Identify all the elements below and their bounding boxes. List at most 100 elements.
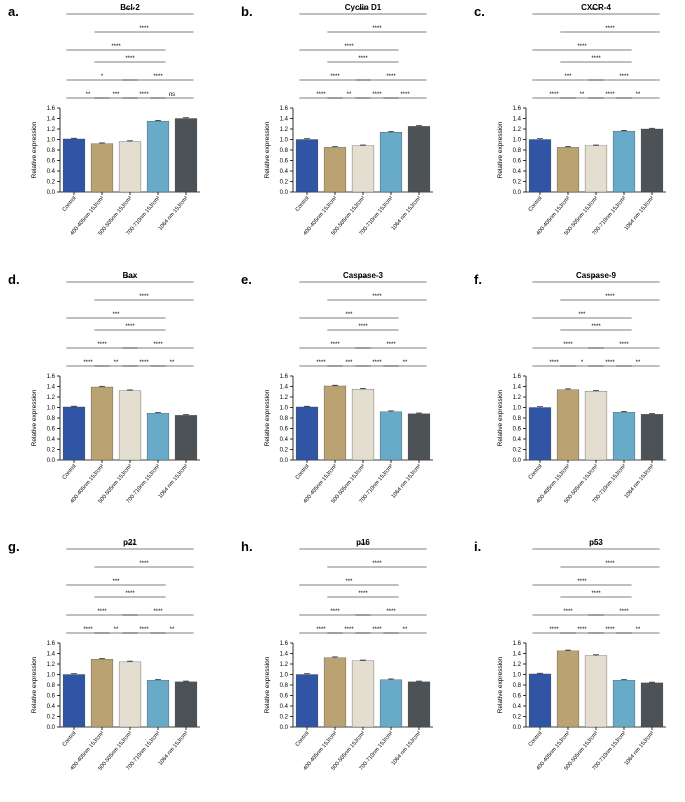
bar-0	[528, 673, 552, 728]
significance-label: ****	[386, 74, 396, 80]
y-tick-label: 0.4	[513, 169, 522, 175]
y-tick-label: 0.0	[513, 725, 522, 731]
significance-label: ****	[153, 342, 163, 348]
y-tick-label: 0.6	[280, 694, 289, 700]
y-tick-label: 0.0	[280, 190, 289, 196]
bar-0	[528, 139, 552, 193]
y-tick-label: 1.6	[513, 374, 522, 380]
bar-4	[174, 118, 198, 193]
chart-panel-1: b. Cyclin D1**** ** **** ******** ***********…	[241, 3, 433, 237]
y-tick-label: 1.4	[280, 652, 289, 658]
y-tick-label: 0.4	[47, 704, 56, 710]
significance-label: ****	[139, 294, 149, 300]
y-tick-label: 0.6	[47, 427, 56, 433]
significance-label: **	[86, 92, 91, 98]
bar-3	[379, 411, 403, 461]
significance-label: ***	[592, 276, 600, 282]
y-tick-label: 1.2	[47, 127, 56, 133]
y-tick-label: 1.2	[513, 395, 522, 401]
y-tick-label: 0.0	[280, 458, 289, 464]
y-axis-label: Relative expression	[497, 656, 504, 713]
x-tick-label: 1064 nm 15J/cm²	[158, 463, 190, 500]
y-axis-label: Relative expression	[497, 121, 504, 178]
bar-4	[640, 414, 664, 461]
significance-label: ****	[591, 8, 601, 14]
chart-title: p21	[123, 538, 137, 547]
significance-label: ns	[169, 92, 175, 98]
y-tick-label: 1.0	[280, 673, 289, 679]
significance-label: ****	[372, 26, 382, 32]
bar-2	[351, 660, 375, 728]
bar-3	[612, 412, 636, 461]
x-tick-label: Control	[295, 730, 311, 747]
bar-1	[556, 389, 580, 461]
significance-label: ****	[358, 324, 368, 330]
significance-label: ****	[549, 627, 559, 633]
significance-label: ****	[125, 8, 135, 14]
significance-label: ****	[577, 579, 587, 585]
significance-label: *	[101, 74, 104, 80]
y-tick-label: 1.0	[513, 406, 522, 412]
x-tick-label: Control	[62, 730, 78, 747]
chart-title: CXCR-4	[581, 3, 611, 12]
y-tick-label: 1.4	[280, 117, 289, 123]
bar-0	[62, 138, 86, 193]
bar-1	[323, 147, 347, 193]
bar-0	[295, 674, 319, 728]
panel-letter: i.	[474, 539, 481, 554]
y-tick-label: 0.0	[280, 725, 289, 731]
bar-2	[584, 145, 608, 193]
significance-label: ***	[345, 312, 353, 318]
y-axis-label: Relative expression	[31, 656, 38, 713]
y-tick-label: 0.2	[280, 180, 289, 186]
significance-label: ****	[591, 56, 601, 62]
y-tick-label: 0.4	[280, 437, 289, 443]
significance-label: ****	[605, 294, 615, 300]
y-tick-label: 0.8	[47, 416, 56, 422]
y-tick-label: 1.6	[513, 106, 522, 112]
bar-3	[612, 680, 636, 728]
significance-label: ****	[316, 627, 326, 633]
significance-label: ****	[563, 342, 573, 348]
bar-0	[295, 139, 319, 193]
significance-label: ****	[563, 609, 573, 615]
significance-label: ***	[578, 312, 586, 318]
significance-label: ***	[112, 312, 120, 318]
significance-label: ****	[605, 92, 615, 98]
y-tick-label: 1.0	[47, 406, 56, 412]
y-tick-label: 0.4	[280, 169, 289, 175]
chart-panel-3: d. Bax**** ** **** ****** *******************…	[8, 271, 200, 505]
y-tick-label: 0.4	[513, 437, 522, 443]
chart-title: Caspase-3	[343, 271, 384, 280]
significance-label: ****	[125, 276, 135, 282]
panel-letter: e.	[241, 272, 252, 287]
y-tick-label: 1.6	[280, 641, 289, 647]
significance-label: ****	[97, 342, 107, 348]
significance-label: ****	[125, 543, 135, 549]
y-tick-label: 0.2	[47, 180, 56, 186]
y-tick-label: 1.0	[513, 138, 522, 144]
bar-3	[146, 680, 170, 728]
y-tick-label: 1.2	[280, 127, 289, 133]
y-tick-label: 1.0	[47, 138, 56, 144]
bar-1	[323, 657, 347, 728]
significance-label: ****	[139, 561, 149, 567]
y-axis-label: Relative expression	[264, 389, 271, 446]
y-tick-label: 1.6	[47, 106, 56, 112]
y-tick-label: 1.4	[513, 652, 522, 658]
chart-panel-7: h. p16**** **** **** ****** *****************…	[241, 538, 433, 772]
bar-4	[640, 128, 664, 193]
chart-title: Cyclin D1	[345, 3, 382, 12]
significance-label: ****	[344, 627, 354, 633]
y-tick-label: 1.4	[280, 385, 289, 391]
significance-label: ****	[344, 44, 354, 50]
bar-4	[640, 682, 664, 728]
significance-label: ****	[619, 342, 629, 348]
bar-1	[90, 659, 114, 728]
chart-title: p16	[356, 538, 370, 547]
x-tick-label: 1064 nm 15J/cm²	[391, 730, 423, 767]
y-tick-label: 0.6	[47, 694, 56, 700]
panel-letter: g.	[8, 539, 20, 554]
bar-3	[379, 679, 403, 728]
y-tick-label: 1.2	[47, 395, 56, 401]
